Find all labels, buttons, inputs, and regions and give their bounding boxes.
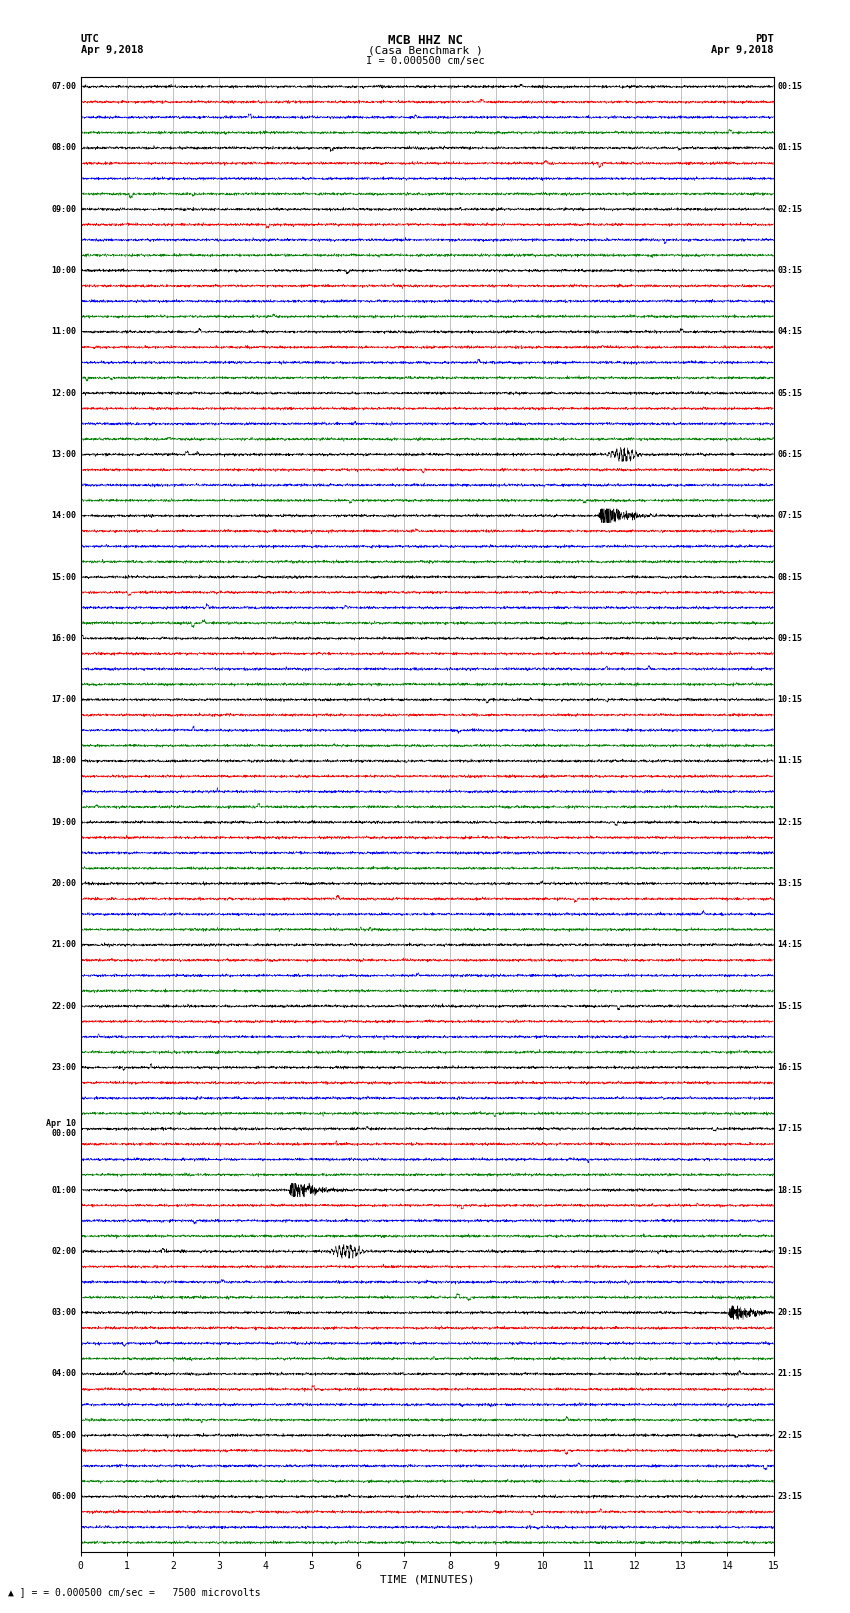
- Text: 23:15: 23:15: [778, 1492, 802, 1502]
- Text: 10:15: 10:15: [778, 695, 802, 705]
- Text: 06:15: 06:15: [778, 450, 802, 460]
- Text: 08:00: 08:00: [52, 144, 76, 152]
- Text: 21:00: 21:00: [52, 940, 76, 950]
- Text: 16:15: 16:15: [778, 1063, 802, 1073]
- Text: 13:15: 13:15: [778, 879, 802, 889]
- Text: 19:15: 19:15: [778, 1247, 802, 1257]
- Text: 18:00: 18:00: [52, 756, 76, 766]
- Text: I = 0.000500 cm/sec: I = 0.000500 cm/sec: [366, 56, 484, 66]
- Text: 17:15: 17:15: [778, 1124, 802, 1134]
- Text: 12:00: 12:00: [52, 389, 76, 398]
- Text: 14:15: 14:15: [778, 940, 802, 950]
- Text: 23:00: 23:00: [52, 1063, 76, 1073]
- Text: 00:15: 00:15: [778, 82, 802, 90]
- Text: 07:15: 07:15: [778, 511, 802, 521]
- Text: 14:00: 14:00: [52, 511, 76, 521]
- Text: 04:00: 04:00: [52, 1369, 76, 1379]
- Text: 13:00: 13:00: [52, 450, 76, 460]
- Text: 21:15: 21:15: [778, 1369, 802, 1379]
- Text: 05:15: 05:15: [778, 389, 802, 398]
- Text: 15:00: 15:00: [52, 573, 76, 582]
- X-axis label: TIME (MINUTES): TIME (MINUTES): [380, 1574, 474, 1586]
- Text: 07:00: 07:00: [52, 82, 76, 90]
- Text: 08:15: 08:15: [778, 573, 802, 582]
- Text: 09:00: 09:00: [52, 205, 76, 213]
- Text: 01:00: 01:00: [52, 1186, 76, 1195]
- Text: 18:15: 18:15: [778, 1186, 802, 1195]
- Text: MCB HHZ NC: MCB HHZ NC: [388, 34, 462, 47]
- Text: 10:00: 10:00: [52, 266, 76, 276]
- Text: (Casa Benchmark ): (Casa Benchmark ): [367, 45, 483, 55]
- Text: 11:00: 11:00: [52, 327, 76, 337]
- Text: 19:00: 19:00: [52, 818, 76, 827]
- Text: 20:15: 20:15: [778, 1308, 802, 1318]
- Text: PDT: PDT: [755, 34, 774, 44]
- Text: Apr 9,2018: Apr 9,2018: [81, 45, 144, 55]
- Text: 12:15: 12:15: [778, 818, 802, 827]
- Text: 22:00: 22:00: [52, 1002, 76, 1011]
- Text: 11:15: 11:15: [778, 756, 802, 766]
- Text: Apr 9,2018: Apr 9,2018: [711, 45, 774, 55]
- Text: 09:15: 09:15: [778, 634, 802, 644]
- Text: 20:00: 20:00: [52, 879, 76, 889]
- Text: 22:15: 22:15: [778, 1431, 802, 1440]
- Text: ▲ ] = = 0.000500 cm/sec =   7500 microvolts: ▲ ] = = 0.000500 cm/sec = 7500 microvolt…: [8, 1587, 261, 1597]
- Text: 17:00: 17:00: [52, 695, 76, 705]
- Text: 02:00: 02:00: [52, 1247, 76, 1257]
- Text: 15:15: 15:15: [778, 1002, 802, 1011]
- Text: 06:00: 06:00: [52, 1492, 76, 1502]
- Text: 05:00: 05:00: [52, 1431, 76, 1440]
- Text: 03:15: 03:15: [778, 266, 802, 276]
- Text: 01:15: 01:15: [778, 144, 802, 152]
- Text: UTC: UTC: [81, 34, 99, 44]
- Text: Apr 10
00:00: Apr 10 00:00: [47, 1119, 76, 1139]
- Text: 02:15: 02:15: [778, 205, 802, 213]
- Text: 03:00: 03:00: [52, 1308, 76, 1318]
- Text: 16:00: 16:00: [52, 634, 76, 644]
- Text: 04:15: 04:15: [778, 327, 802, 337]
